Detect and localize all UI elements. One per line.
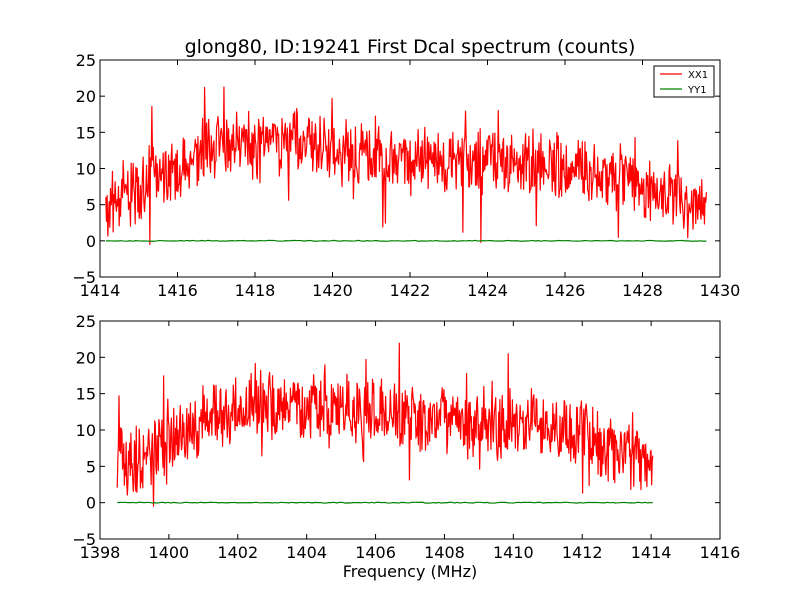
y-tick-label: 0 — [86, 232, 96, 251]
chart-title: glong80, ID:19241 First Dcal spectrum (c… — [185, 36, 636, 58]
x-tick-label: 1426 — [545, 281, 586, 300]
y-tick-label: 25 — [76, 51, 96, 70]
bottom-plot-area — [116, 342, 654, 507]
y-tick-label: 5 — [86, 457, 96, 476]
x-tick-label: 1414 — [80, 281, 121, 300]
x-tick-label: 1398 — [80, 543, 121, 562]
series-line-yy1 — [105, 239, 707, 242]
top-plot-area — [105, 86, 708, 246]
x-tick-label: 1402 — [217, 543, 258, 562]
legend-box — [653, 65, 715, 98]
y-tick-label: −5 — [72, 268, 96, 287]
y-tick-label: 15 — [76, 123, 96, 142]
x-tick-label: 1404 — [286, 543, 327, 562]
y-tick-label: 5 — [86, 196, 96, 215]
y-tick-label: 0 — [86, 494, 96, 513]
x-tick-label: 1428 — [622, 281, 663, 300]
x-tick-label: 1414 — [631, 543, 672, 562]
bottom-chart: 1398 1400 1402 1404 1406 1408 1410 1412 1414 1416… — [72, 312, 740, 581]
top-chart: glong80, ID:19241 First Dcal spectrum (c… — [72, 36, 740, 300]
x-tick-label: 1416 — [700, 543, 741, 562]
x-tick-label: 1416 — [157, 281, 198, 300]
x-tick-label: 1400 — [149, 543, 190, 562]
legend-label-yy1: YY1 — [687, 85, 707, 96]
y-tick-label: 15 — [76, 385, 96, 404]
y-tick-label: −5 — [72, 530, 96, 549]
y-tick-label: 25 — [76, 312, 96, 331]
x-axis-label: Frequency (MHz) — [343, 562, 477, 581]
y-tick-label: 20 — [76, 87, 96, 106]
series-line-yy1 — [117, 501, 653, 504]
series-line-xx1 — [105, 86, 708, 246]
x-tick-label: 1420 — [312, 281, 353, 300]
x-tick-label: 1424 — [467, 281, 508, 300]
x-tick-label: 1412 — [562, 543, 603, 562]
series-line-xx1 — [116, 342, 654, 507]
y-tick-label: 10 — [76, 421, 96, 440]
x-tick-label: 1410 — [493, 543, 534, 562]
y-tick-label: 10 — [76, 160, 96, 179]
x-tick-label: 1406 — [355, 543, 396, 562]
x-tick-label: 1418 — [235, 281, 276, 300]
y-tick-label: 20 — [76, 348, 96, 367]
bottom-ticks: 1398 1400 1402 1404 1406 1408 1410 1412 1414 1416… — [72, 312, 740, 562]
legend-label-xx1: XX1 — [688, 70, 708, 81]
x-tick-label: 1430 — [700, 281, 741, 300]
x-tick-label: 1408 — [424, 543, 465, 562]
top-ticks: 1414 1416 1418 1420 1422 1424 1426 1428 1430 25 20… — [72, 51, 740, 300]
x-tick-label: 1422 — [390, 281, 431, 300]
legend: XX1 YY1 — [653, 65, 715, 98]
